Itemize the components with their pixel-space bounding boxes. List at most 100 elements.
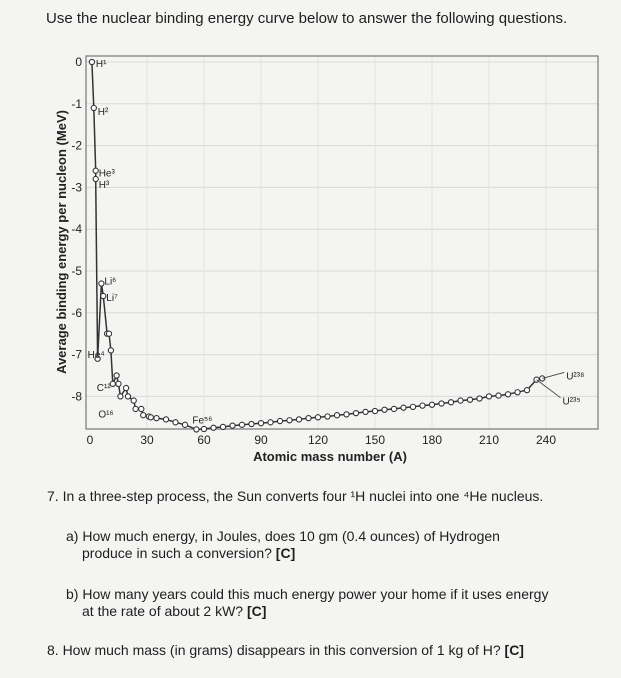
data-point bbox=[92, 167, 99, 174]
isotope-label: Fe⁵⁶ bbox=[192, 415, 212, 426]
data-point bbox=[371, 407, 379, 415]
binding-energy-curve bbox=[91, 61, 543, 431]
y-tick-label: -5 bbox=[71, 264, 82, 278]
question-7-text: 7. In a three-step process, the Sun conv… bbox=[47, 488, 544, 504]
question-7b-tag: [C] bbox=[247, 603, 267, 619]
data-point bbox=[98, 280, 105, 287]
data-point bbox=[130, 397, 137, 404]
annotation-leader bbox=[542, 371, 565, 379]
y-tick-label: -3 bbox=[71, 180, 82, 194]
data-point bbox=[343, 411, 350, 418]
isotope-label: U²³⁵ bbox=[563, 397, 581, 408]
data-point bbox=[276, 417, 284, 425]
data-point bbox=[466, 396, 474, 403]
data-point bbox=[153, 414, 160, 422]
isotope-label: He³ bbox=[99, 169, 116, 180]
y-tick-label: -6 bbox=[71, 306, 82, 320]
question-7a: a) How much energy, in Joules, does 10 g… bbox=[66, 528, 500, 562]
data-point bbox=[107, 347, 115, 354]
x-axis-title: Atomic mass number (A) bbox=[253, 449, 407, 464]
x-tick-label: 90 bbox=[254, 433, 268, 447]
binding-energy-chart: 0-1-2-3-4-5-6-7-80 30 60 90 120 150 180 210 240 … bbox=[54, 55, 599, 464]
question-7b: b) How many years could this much energy… bbox=[66, 586, 548, 620]
data-point bbox=[138, 405, 145, 413]
isotope-label: U²³⁸ bbox=[566, 371, 584, 382]
data-point bbox=[257, 420, 265, 427]
data-point bbox=[419, 402, 426, 409]
data-point bbox=[514, 389, 521, 396]
x-tick-label: 30 bbox=[140, 433, 154, 447]
y-tick-label: -7 bbox=[71, 348, 82, 362]
data-point bbox=[172, 419, 179, 426]
data-point bbox=[457, 397, 464, 404]
data-point bbox=[100, 292, 107, 300]
data-point bbox=[140, 412, 147, 419]
data-point bbox=[238, 421, 246, 428]
question-8: 8. How much mass (in grams) disappears i… bbox=[47, 642, 524, 659]
data-point bbox=[229, 422, 236, 429]
isotope-label: O¹⁶ bbox=[98, 409, 113, 420]
x-tick-label: 210 bbox=[479, 433, 499, 447]
y-tick-label: -8 bbox=[71, 389, 82, 403]
axis-ticks: 0 -1 -2 -3 -4 -5 -6 -7 -8 0 30 60 90 120 150 180 210 240 bbox=[71, 55, 556, 447]
data-point bbox=[504, 391, 512, 398]
data-point bbox=[162, 416, 170, 423]
data-point bbox=[485, 393, 493, 400]
data-point bbox=[122, 384, 130, 392]
isotope-label: He⁴ bbox=[88, 350, 105, 361]
data-point bbox=[94, 355, 101, 362]
x-tick-label: 60 bbox=[197, 433, 211, 447]
data-point bbox=[90, 104, 97, 112]
question-7b-line1: b) How many years could this much energy… bbox=[66, 586, 549, 602]
data-point bbox=[362, 408, 369, 416]
isotope-label: C¹² bbox=[97, 383, 112, 394]
chart-grid bbox=[86, 56, 598, 429]
data-point bbox=[105, 330, 113, 337]
data-point bbox=[193, 426, 200, 433]
data-point bbox=[400, 404, 407, 411]
data-point bbox=[132, 405, 139, 413]
data-point bbox=[117, 393, 124, 400]
data-point bbox=[447, 399, 455, 406]
x-tick-label: 150 bbox=[365, 433, 385, 447]
question-8-text: 8. How much mass (in grams) disappears i… bbox=[47, 642, 501, 658]
isotope-label: Li⁷ bbox=[106, 293, 118, 304]
data-point bbox=[286, 417, 293, 424]
data-point bbox=[438, 400, 445, 407]
data-point bbox=[210, 424, 217, 431]
data-point bbox=[523, 386, 531, 394]
data-point bbox=[109, 380, 116, 388]
data-point bbox=[390, 405, 398, 413]
isotope-label: H² bbox=[98, 107, 109, 118]
data-point bbox=[115, 380, 122, 388]
isotope-label: H³ bbox=[99, 180, 110, 191]
x-tick-label: 120 bbox=[308, 433, 328, 447]
isotope-label: Li⁶ bbox=[104, 277, 116, 288]
data-point bbox=[147, 414, 154, 421]
question-7a-line1: a) How much energy, in Joules, does 10 g… bbox=[66, 528, 500, 544]
y-tick-label: 0 bbox=[75, 55, 82, 69]
instructions-text: Use the nuclear binding energy curve bel… bbox=[46, 10, 568, 27]
data-point bbox=[324, 413, 331, 420]
question-8-tag: [C] bbox=[504, 642, 524, 658]
data-point bbox=[113, 372, 120, 379]
data-point bbox=[314, 414, 322, 421]
y-tick-label: -1 bbox=[71, 97, 82, 111]
data-point bbox=[428, 401, 436, 408]
annotation-leader bbox=[536, 379, 561, 399]
data-point bbox=[495, 392, 502, 399]
data-points bbox=[88, 58, 546, 433]
data-point bbox=[219, 423, 227, 431]
plot-frame bbox=[85, 55, 599, 430]
y-tick-label: -4 bbox=[71, 222, 82, 236]
data-point bbox=[200, 425, 208, 433]
question-7: 7. In a three-step process, the Sun conv… bbox=[47, 488, 543, 505]
data-point bbox=[267, 419, 274, 426]
data-point bbox=[248, 420, 255, 428]
data-point bbox=[352, 409, 360, 417]
data-point bbox=[409, 403, 417, 410]
x-tick-label: 240 bbox=[536, 433, 556, 447]
y-tick-label: -2 bbox=[71, 139, 82, 153]
data-point bbox=[124, 393, 132, 400]
